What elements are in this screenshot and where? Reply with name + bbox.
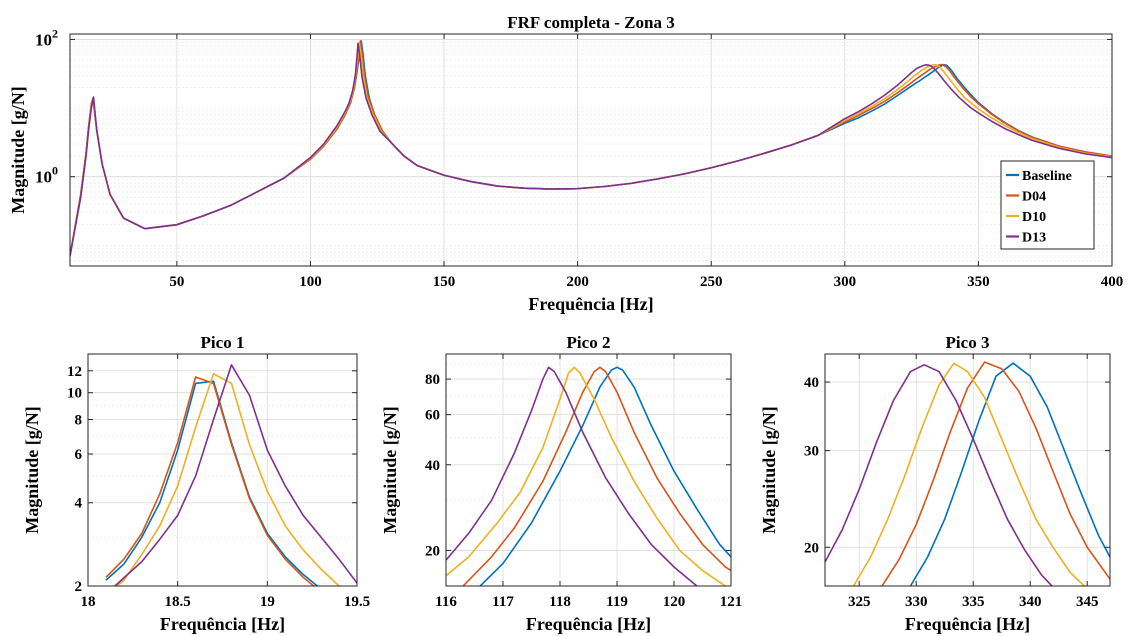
pico2-line-d10	[446, 366, 726, 586]
pico2-line-d04	[462, 366, 731, 586]
pico1-plot-area	[88, 354, 357, 586]
pico1-series	[105, 364, 357, 586]
pico2-ytick-label: 40	[425, 458, 440, 474]
main-minor-grid	[70, 39, 1112, 261]
pico3-line-baseline	[909, 362, 1110, 586]
legend: Baseline D04 D10 D13	[1000, 160, 1095, 250]
pico1-title: Pico 1	[201, 333, 245, 352]
pico2-line-d13	[446, 366, 698, 586]
main-ylabel: Magnitude [g/N]	[8, 86, 28, 214]
pico1-xtick-label: 18.5	[165, 594, 191, 610]
pico3-ylabel: Magnitude [g/N]	[759, 406, 779, 534]
pico3-xtick-label: 340	[1019, 594, 1042, 610]
pico2-ytick-label: 60	[425, 408, 440, 424]
main-axes-box	[69, 33, 1113, 267]
main-xtick-label: 350	[967, 274, 990, 290]
pico3-title: Pico 3	[946, 333, 990, 352]
pico3-xtick-label: 330	[905, 594, 928, 610]
pico3-line-d13	[825, 364, 1054, 586]
pico2-axes-box	[445, 353, 732, 587]
main-plot-area	[70, 34, 1112, 266]
pico2-xlabel: Frequência [Hz]	[526, 614, 651, 634]
legend-entry-d10: D10	[1022, 210, 1046, 225]
pico1-ytick-label: 12	[67, 364, 82, 380]
pico3-series	[825, 361, 1110, 586]
main-xlabel: Frequência [Hz]	[528, 294, 653, 314]
main-title: FRF completa - Zona 3	[507, 13, 674, 32]
main-xtick-label: 200	[566, 274, 589, 290]
main-xtick-label: 400	[1101, 274, 1124, 290]
main-xtick-label: 100	[299, 274, 322, 290]
pico2-series	[446, 366, 731, 586]
pico2-line-baseline	[479, 366, 731, 586]
pico3-xlabel: Frequência [Hz]	[905, 614, 1030, 634]
pico3-line-d10	[852, 362, 1086, 586]
pico1-ytick-label: 4	[75, 496, 83, 512]
pico2-chart: 116 117 118 119 120 121 20 40 60 80 Pico 2 Frequênc…	[380, 333, 742, 634]
pico1-ylabel: Magnitude [g/N]	[22, 406, 42, 534]
legend-entry-baseline: Baseline	[1022, 169, 1072, 184]
pico2-xtick-label: 118	[549, 594, 571, 610]
pico2-xtick-label: 120	[663, 594, 686, 610]
pico2-ylabel: Magnitude [g/N]	[380, 406, 400, 534]
pico3-chart: 325 330 335 340 345 20 30 40 Pico 3 Frequência [H…	[759, 333, 1111, 634]
pico3-ytick-label: 20	[804, 540, 819, 556]
pico1-line-d13	[114, 364, 357, 586]
main-line-d13	[70, 42, 1112, 257]
legend-entry-d04: D04	[1022, 190, 1046, 205]
legend-entry-d13: D13	[1022, 231, 1046, 246]
pico2-plot-area	[446, 354, 731, 586]
main-xtick-label: 250	[700, 274, 723, 290]
pico3-ytick-label: 40	[804, 375, 819, 391]
pico3-ytick-label: 30	[804, 444, 819, 460]
pico1-chart: 18 18.5 19 19.5 2 4 6 8 10 12 Pico 1 Frequência [Hz…	[22, 333, 370, 634]
pico1-axes-box	[87, 353, 358, 587]
main-ytick-label: 100	[35, 164, 58, 187]
pico3-axes-box	[824, 353, 1111, 587]
pico2-xtick-label: 119	[606, 594, 628, 610]
pico1-line-d10	[115, 373, 340, 586]
pico2-xtick-label: 117	[492, 594, 514, 610]
pico1-xtick-label: 19	[260, 594, 275, 610]
pico1-line-d04	[105, 376, 315, 586]
main-ytick-label: 102	[35, 26, 58, 49]
pico2-ytick-label: 20	[425, 543, 440, 559]
pico1-line-baseline	[105, 380, 319, 586]
main-chart: 50 100 150 200 250 300 350 400 100 102 FRF complet…	[8, 13, 1123, 314]
pico1-ytick-label: 10	[67, 386, 82, 402]
pico3-xtick-label: 325	[848, 594, 871, 610]
pico3-grid	[825, 354, 1110, 586]
pico3-xtick-label: 345	[1076, 594, 1099, 610]
main-xtick-label: 150	[433, 274, 456, 290]
main-xtick-label: 300	[834, 274, 857, 290]
pico2-xtick-label: 116	[435, 594, 457, 610]
pico1-xtick-label: 19.5	[344, 594, 370, 610]
pico1-xtick-label: 18	[81, 594, 96, 610]
pico3-line-d04	[881, 361, 1110, 586]
pico3-xtick-label: 335	[962, 594, 985, 610]
pico2-title: Pico 2	[567, 333, 611, 352]
pico2-xtick-label: 121	[720, 594, 743, 610]
pico1-ytick-label: 6	[75, 447, 83, 463]
main-xtick-label: 50	[169, 274, 184, 290]
pico1-xlabel: Frequência [Hz]	[160, 614, 285, 634]
pico2-ytick-label: 80	[425, 372, 440, 388]
main-series	[70, 40, 1112, 257]
pico1-ytick-label: 2	[75, 579, 83, 595]
pico1-ytick-label: 8	[75, 412, 83, 428]
